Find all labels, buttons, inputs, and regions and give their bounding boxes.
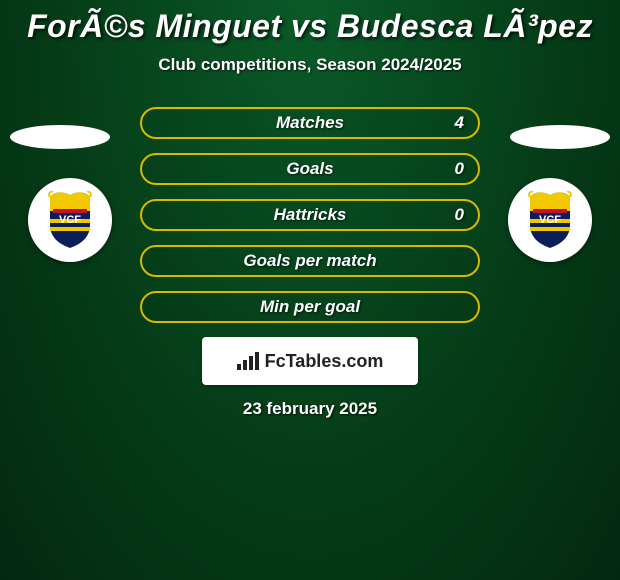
stat-row: Goals 0 <box>140 153 480 185</box>
club-crest-right: VCF <box>508 178 592 262</box>
stat-label: Goals per match <box>243 251 376 271</box>
player-head-left <box>10 125 110 149</box>
page-title: ForÃ©s Minguet vs Budesca LÃ³pez <box>0 8 620 45</box>
shield-icon: VCF <box>525 191 575 249</box>
stat-label: Min per goal <box>260 297 360 317</box>
bars-icon <box>237 352 259 370</box>
stat-row: Min per goal <box>140 291 480 323</box>
watermark: FcTables.com <box>202 337 418 385</box>
stat-row: Goals per match <box>140 245 480 277</box>
svg-text:VCF: VCF <box>539 214 561 226</box>
stats-list: Matches 4 Goals 0 Hattricks 0 Goals per match M… <box>140 107 480 323</box>
stat-label: Hattricks <box>274 205 347 225</box>
svg-text:VCF: VCF <box>59 214 81 226</box>
stat-value: 0 <box>455 159 464 179</box>
subtitle: Club competitions, Season 2024/2025 <box>0 55 620 75</box>
watermark-text: FcTables.com <box>265 351 384 372</box>
stat-label: Matches <box>276 113 344 133</box>
club-crest-left: VCF <box>28 178 112 262</box>
date-text: 23 february 2025 <box>0 399 620 419</box>
shield-icon: VCF <box>45 191 95 249</box>
stat-row: Hattricks 0 <box>140 199 480 231</box>
stat-row: Matches 4 <box>140 107 480 139</box>
stat-value: 4 <box>455 113 464 133</box>
player-head-right <box>510 125 610 149</box>
stat-label: Goals <box>286 159 333 179</box>
stat-value: 0 <box>455 205 464 225</box>
